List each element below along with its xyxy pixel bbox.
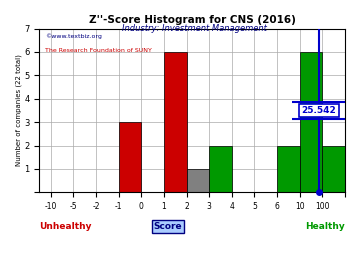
- Bar: [209, 146, 232, 193]
- Bar: [277, 146, 300, 193]
- Text: Unhealthy: Unhealthy: [39, 222, 92, 231]
- Text: 25.542: 25.542: [302, 106, 336, 115]
- Title: Z''-Score Histogram for CNS (2016): Z''-Score Histogram for CNS (2016): [89, 15, 296, 25]
- Bar: [164, 52, 186, 193]
- Text: Score: Score: [153, 222, 182, 231]
- Bar: [186, 169, 209, 193]
- Bar: [300, 52, 322, 193]
- Text: ©www.textbiz.org: ©www.textbiz.org: [45, 33, 102, 39]
- Text: Healthy: Healthy: [305, 222, 345, 231]
- Y-axis label: Number of companies (22 total): Number of companies (22 total): [15, 55, 22, 166]
- Text: Industry: Investment Management: Industry: Investment Management: [122, 24, 267, 33]
- Bar: [322, 146, 345, 193]
- Text: The Research Foundation of SUNY: The Research Foundation of SUNY: [45, 48, 152, 53]
- Bar: [118, 122, 141, 193]
